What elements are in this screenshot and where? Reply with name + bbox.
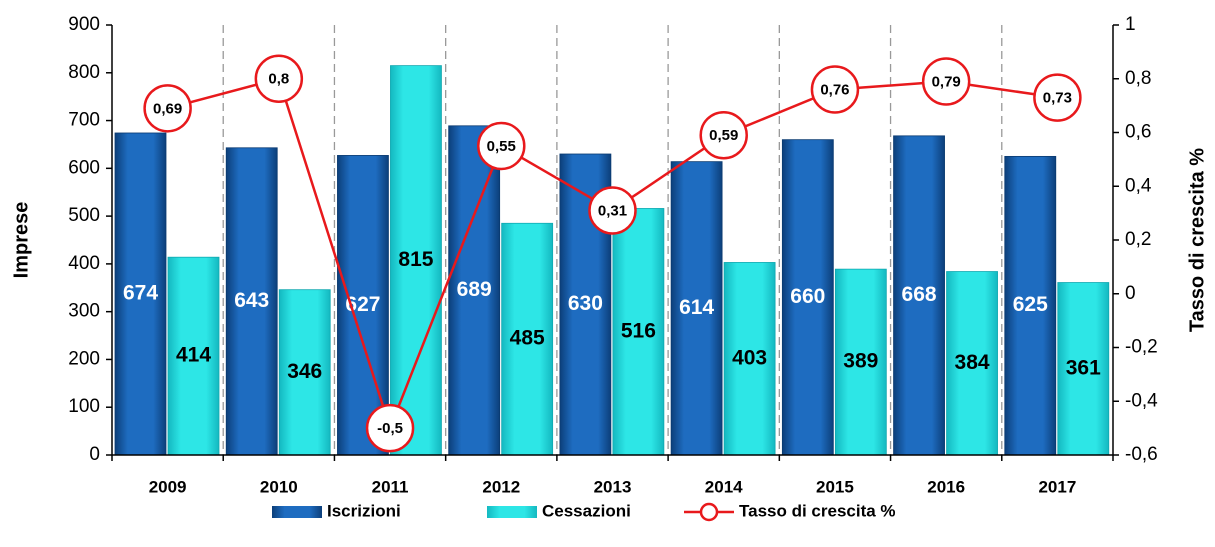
y-tick-label: 400	[68, 253, 100, 274]
y2-tick-label: 0,8	[1125, 68, 1151, 89]
y-tick-label: 200	[68, 348, 100, 369]
legend-label: Cessazioni	[542, 501, 631, 520]
bar	[612, 208, 665, 456]
x-tick-label: 2011	[372, 477, 409, 496]
bar	[723, 262, 776, 456]
line-value-label: 0,76	[820, 81, 849, 98]
bar	[1057, 282, 1110, 456]
y2-tick-label: -0,4	[1125, 390, 1158, 411]
bar-value-label: 516	[621, 319, 656, 342]
x-tick-label: 2013	[594, 477, 632, 496]
y2-axis-title: Tasso di crescita %	[1186, 148, 1208, 332]
legend-swatch	[699, 502, 719, 522]
bar	[670, 161, 723, 456]
bar-value-label: 414	[176, 344, 211, 367]
line-marker	[477, 121, 526, 171]
line-marker	[921, 57, 971, 106]
line-value-label: 0,69	[153, 100, 182, 117]
bar-value-label: 674	[123, 282, 158, 305]
line-marker	[699, 110, 748, 160]
bar-value-label: 361	[1066, 356, 1101, 379]
line-value-label: 0,55	[487, 138, 516, 155]
line-value-label: 0,8	[268, 71, 289, 88]
bar	[834, 268, 887, 456]
bar-value-label: 689	[457, 278, 492, 301]
y2-tick-label: 0	[1125, 283, 1136, 304]
y2-tick-label: 0,6	[1125, 122, 1151, 143]
bar	[448, 125, 501, 456]
line-value-label: 0,73	[1043, 90, 1072, 107]
bar-value-label: 660	[790, 285, 825, 308]
line-value-label: -0,5	[377, 420, 403, 437]
y2-tick-label: 0,2	[1125, 229, 1151, 250]
y2-tick-label: -0,6	[1125, 444, 1158, 465]
bar-value-label: 815	[398, 248, 433, 271]
legend-swatch	[272, 506, 322, 518]
line-value-label: 0,79	[932, 73, 961, 90]
line-marker	[1033, 73, 1082, 122]
bar-value-label: 614	[679, 296, 714, 319]
y-tick-label: 900	[68, 14, 100, 35]
y-axis-title: Imprese	[10, 202, 32, 279]
bar-value-label: 346	[287, 360, 322, 383]
bar	[781, 139, 834, 456]
y-tick-label: 800	[68, 62, 100, 83]
bar-value-label: 627	[345, 293, 380, 316]
y-tick-label: 700	[68, 110, 100, 131]
line-value-label: 0,59	[709, 127, 738, 144]
bar-value-label: 668	[902, 283, 937, 306]
y-tick-label: 0	[89, 444, 100, 465]
x-tick-label: 2014	[705, 477, 743, 496]
line-marker	[810, 65, 860, 114]
legend-label: Iscrizioni	[327, 501, 401, 520]
y-tick-label: 100	[68, 396, 100, 417]
bar	[337, 155, 389, 456]
bar-value-label: 625	[1013, 293, 1048, 316]
x-tick-label: 2016	[927, 477, 965, 496]
bar	[167, 256, 220, 456]
line-marker	[143, 84, 192, 133]
y2-tick-label: 1	[1125, 14, 1136, 35]
bar-value-label: 485	[510, 327, 545, 350]
x-tick-label: 2017	[1038, 477, 1076, 496]
y2-tick-label: 0,4	[1125, 175, 1152, 196]
x-tick-label: 2009	[149, 477, 187, 496]
bar	[893, 135, 945, 456]
line-value-label: 0,31	[598, 202, 627, 219]
bar-value-label: 643	[234, 289, 269, 312]
bar	[501, 222, 554, 456]
bar	[114, 132, 167, 456]
bar-value-label: 389	[843, 350, 878, 373]
x-tick-label: 2012	[482, 477, 520, 496]
line-marker	[254, 54, 304, 103]
bar-value-label: 384	[955, 351, 990, 374]
bar	[390, 65, 442, 456]
line-marker	[365, 403, 415, 453]
y2-tick-label: -0,2	[1125, 337, 1158, 358]
x-tick-label: 2015	[816, 477, 854, 496]
bar	[225, 147, 278, 456]
bar-value-label: 403	[732, 346, 767, 369]
bar	[1004, 155, 1057, 456]
legend-label: Tasso di crescita %	[739, 501, 896, 520]
bar-value-label: 630	[568, 292, 603, 315]
y-tick-label: 500	[68, 205, 100, 226]
bar	[278, 289, 331, 456]
line-marker	[588, 186, 637, 235]
y-tick-label: 300	[68, 301, 100, 322]
legend-swatch	[487, 506, 537, 518]
y-tick-label: 600	[68, 157, 100, 178]
x-tick-label: 2010	[260, 477, 298, 496]
bar	[946, 271, 998, 456]
